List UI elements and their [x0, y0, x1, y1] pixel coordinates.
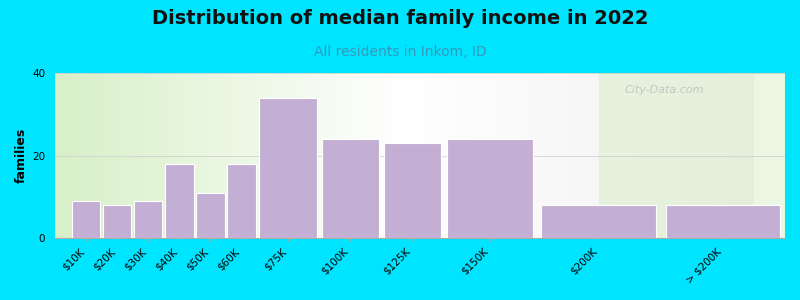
Text: City-Data.com: City-Data.com	[625, 85, 704, 94]
Bar	[134, 201, 162, 238]
Bar	[598, 73, 785, 238]
Bar	[259, 98, 317, 238]
Bar	[322, 139, 378, 239]
Bar	[165, 164, 194, 239]
Bar	[384, 143, 441, 239]
Text: Distribution of median family income in 2022: Distribution of median family income in …	[152, 9, 648, 28]
Bar	[196, 193, 225, 238]
Bar	[103, 206, 131, 239]
Text: All residents in Inkom, ID: All residents in Inkom, ID	[314, 45, 486, 59]
Y-axis label: families: families	[15, 128, 28, 183]
Bar	[72, 201, 100, 238]
Bar	[542, 206, 656, 239]
Bar	[227, 164, 256, 239]
Bar	[666, 206, 780, 239]
Bar	[447, 139, 533, 239]
